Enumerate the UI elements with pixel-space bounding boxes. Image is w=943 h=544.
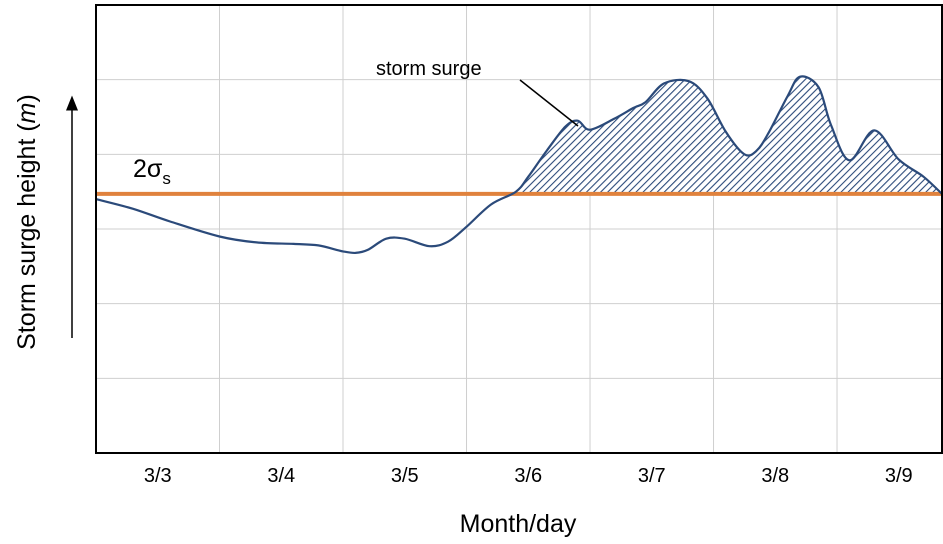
threshold-label-sigma: σ [147, 155, 163, 183]
storm-surge-area [515, 76, 942, 194]
y-axis-title-suffix: ) [13, 94, 41, 102]
x-tick-label: 3/4 [267, 465, 295, 487]
threshold-label-sub: s [162, 169, 171, 188]
series-line [95, 75, 943, 255]
grid-lines [96, 5, 942, 453]
y-axis-title-unit: m [13, 103, 41, 124]
x-tick-label: 3/7 [638, 465, 666, 487]
y-axis-title-prefix: Storm surge height ( [13, 123, 41, 350]
storm-surge-annotation: storm surge [376, 58, 482, 80]
x-axis-title: Month/day [460, 510, 577, 538]
annotation-leader-line [519, 79, 579, 127]
x-tick-label: 3/5 [391, 465, 419, 487]
x-tick-label: 3/9 [885, 465, 913, 487]
x-tick-label: 3/6 [514, 465, 542, 487]
x-tick-labels: 3/3 3/4 3/5 3/6 3/7 3/8 3/9 [144, 465, 913, 487]
threshold-label-base: 2 [133, 155, 147, 183]
x-tick-label: 3/8 [761, 465, 789, 487]
x-tick-label: 3/3 [144, 465, 172, 487]
plot-frame [95, 4, 943, 454]
threshold-label: 2σs [133, 155, 171, 188]
y-axis-title: Storm surge height (m) [13, 94, 41, 350]
